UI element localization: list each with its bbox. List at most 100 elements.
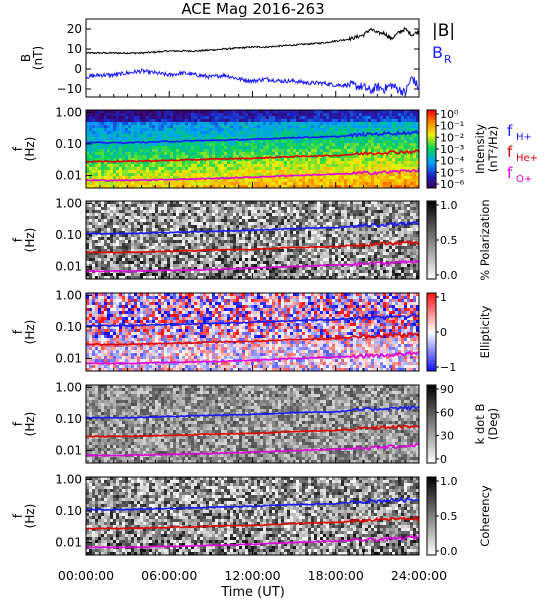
heatmap-cell: [170, 182, 173, 185]
heatmap-cell: [383, 119, 386, 122]
heatmap-cell: [119, 122, 122, 125]
heatmap-cell: [260, 146, 263, 149]
heatmap-cell: [86, 246, 89, 249]
heatmap-cell: [296, 158, 299, 161]
heatmap-cell: [248, 273, 251, 276]
heatmap-cell: [137, 264, 140, 267]
heatmap-cell: [302, 152, 305, 155]
heatmap-cell: [248, 219, 251, 222]
heatmap-cell: [152, 110, 155, 113]
heatmap-cell: [152, 125, 155, 128]
heatmap-cell: [284, 149, 287, 152]
heatmap-cell: [218, 273, 221, 276]
heatmap-cell: [119, 216, 122, 219]
heatmap-cell: [164, 113, 167, 116]
heatmap-cell: [131, 155, 134, 158]
heatmap-cell: [167, 213, 170, 216]
heatmap-cell: [326, 176, 329, 179]
heatmap-cell: [338, 113, 341, 116]
heatmap-cell: [95, 228, 98, 231]
heatmap-cell: [188, 149, 191, 152]
heatmap-cell: [278, 201, 281, 204]
heatmap-cell: [224, 240, 227, 243]
heatmap-cell: [284, 234, 287, 237]
heatmap-cell: [263, 258, 266, 261]
heatmap-cell: [152, 146, 155, 149]
heatmap-cell: [137, 122, 140, 125]
heatmap-cell: [221, 110, 224, 113]
heatmap-cell: [185, 255, 188, 258]
heatmap-cell: [272, 210, 275, 213]
heatmap-cell: [233, 113, 236, 116]
heatmap-cell: [137, 216, 140, 219]
heatmap-cell: [269, 110, 272, 113]
heatmap-cell: [320, 140, 323, 143]
heatmap-cell: [251, 204, 254, 207]
heatmap-cell: [164, 149, 167, 152]
heatmap-cell: [272, 143, 275, 146]
heatmap-cell: [311, 213, 314, 216]
heatmap-cell: [401, 125, 404, 128]
heatmap-cell: [125, 146, 128, 149]
heatmap-cell: [155, 113, 158, 116]
heatmap-cell: [137, 210, 140, 213]
heatmap-cell: [185, 134, 188, 137]
heatmap-cell: [89, 213, 92, 216]
heatmap-cell: [173, 210, 176, 213]
heatmap-cell: [122, 210, 125, 213]
heatmap-cell: [245, 119, 248, 122]
heatmap-cell: [236, 179, 239, 182]
heatmap-cell: [329, 152, 332, 155]
heatmap-cell: [191, 128, 194, 131]
heatmap-cell: [263, 207, 266, 210]
heatmap-cell: [398, 110, 401, 113]
heatmap-cell: [248, 225, 251, 228]
heatmap-cell: [272, 149, 275, 152]
heatmap-cell: [170, 164, 173, 167]
heatmap-cell: [194, 246, 197, 249]
heatmap-cell: [287, 158, 290, 161]
heatmap-cell: [260, 216, 263, 219]
heatmap-cell: [347, 119, 350, 122]
heatmap-cell: [257, 128, 260, 131]
heatmap-cell: [266, 152, 269, 155]
heatmap-cell: [200, 173, 203, 176]
heatmap-cell: [239, 116, 242, 119]
heatmap-cell: [134, 210, 137, 213]
heatmap-cell: [299, 146, 302, 149]
heatmap-cell: [170, 213, 173, 216]
heatmap-cell: [260, 234, 263, 237]
heatmap-cell: [311, 237, 314, 240]
heatmap-cell: [86, 267, 89, 270]
heatmap-cell: [215, 116, 218, 119]
heatmap-cell: [197, 264, 200, 267]
heatmap-cell: [113, 261, 116, 264]
heatmap-cell: [194, 207, 197, 210]
heatmap-cell: [86, 146, 89, 149]
heatmap-cell: [287, 149, 290, 152]
heatmap-cell: [242, 252, 245, 255]
heatmap-cell: [245, 201, 248, 204]
heatmap-cell: [86, 131, 89, 134]
heatmap-cell: [221, 143, 224, 146]
heatmap-cell: [260, 164, 263, 167]
heatmap-cell: [218, 210, 221, 213]
heatmap-cell: [203, 207, 206, 210]
heatmap-cell: [149, 273, 152, 276]
heatmap-cell: [164, 240, 167, 243]
heatmap-cell: [215, 170, 218, 173]
heatmap-cell: [353, 128, 356, 131]
heatmap-cell: [374, 182, 377, 185]
heatmap-cell: [236, 255, 239, 258]
heatmap-cell: [167, 182, 170, 185]
heatmap-cell: [170, 252, 173, 255]
heatmap-cell: [389, 158, 392, 161]
heatmap-cell: [179, 204, 182, 207]
heatmap-cell: [293, 270, 296, 273]
heatmap-cell: [188, 243, 191, 246]
heatmap-cell: [368, 116, 371, 119]
heatmap-cell: [413, 173, 416, 176]
heatmap-cell: [314, 125, 317, 128]
heatmap-cell: [296, 231, 299, 234]
heatmap-cell: [191, 207, 194, 210]
